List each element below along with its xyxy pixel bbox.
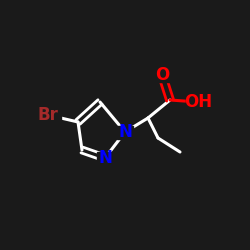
Bar: [117, 126, 133, 138]
Bar: [35, 108, 61, 122]
Text: N: N: [98, 149, 112, 167]
Bar: [186, 96, 210, 108]
Text: O: O: [155, 66, 169, 84]
Bar: [97, 152, 113, 164]
Text: N: N: [118, 123, 132, 141]
Text: OH: OH: [184, 93, 212, 111]
Bar: [154, 68, 170, 82]
Text: Br: Br: [38, 106, 58, 124]
